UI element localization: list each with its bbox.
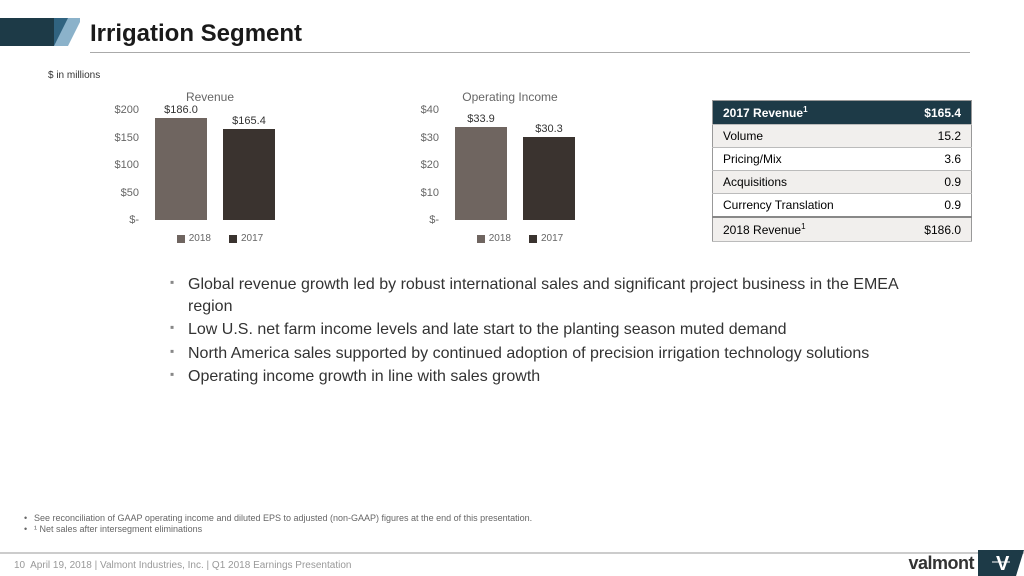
footnote-line: ¹ Net sales after intersegment eliminati… (22, 524, 532, 536)
chart-title: Revenue (95, 90, 325, 104)
legend-label: 2018 (189, 233, 211, 244)
bridge-row: Currency Translation0.9 (713, 194, 972, 218)
bullet-item: Low U.S. net farm income levels and late… (170, 319, 930, 341)
bar-value-label: $165.4 (232, 115, 266, 127)
y-axis: $200$150$100$50$- (95, 110, 145, 220)
y-tick-label: $10 (421, 187, 439, 199)
slide-footer: 10 April 19, 2018 | Valmont Industries, … (0, 552, 1024, 576)
legend-item: 2018 (177, 233, 211, 244)
y-axis: $40$30$20$10$- (395, 110, 445, 220)
svg-text:V: V (996, 553, 1010, 575)
page-title: Irrigation Segment (90, 20, 302, 48)
bridge-header-value: $165.4 (893, 101, 972, 125)
bridge-row-label: Acquisitions (713, 171, 893, 194)
y-tick-label: $- (129, 214, 139, 226)
bar-value-label: $33.9 (467, 113, 495, 125)
bullet-item: North America sales supported by continu… (170, 343, 930, 365)
bar-chart: Operating Income$40 $30 $20 $10 $- $33.9 $30.3… (395, 90, 625, 240)
y-tick-label: $200 (115, 104, 139, 116)
bar-value-label: $30.3 (535, 123, 563, 135)
bar-chart: Revenue$200$150$100$50$-$186.0$165.42018… (95, 90, 325, 240)
legend-label: 2017 (241, 233, 263, 244)
chart-legend: 2018 2017 (445, 233, 595, 244)
accent-shape (0, 18, 80, 46)
bar: $33.9 (455, 113, 507, 220)
y-tick-label: $100 (115, 159, 139, 171)
bridge-row-value: 0.9 (893, 194, 972, 218)
y-tick-label: $40 (421, 104, 439, 116)
company-logo: valmont V (908, 550, 1024, 576)
footnotes: See reconciliation of GAAP operating inc… (22, 513, 532, 536)
y-tick-label: $50 (121, 187, 139, 199)
legend-swatch (177, 235, 185, 243)
logo-v-icon: V (978, 550, 1024, 576)
legend-swatch (477, 235, 485, 243)
bridge-row-label: Volume (713, 125, 893, 148)
bridge-header-row: 2017 Revenue1 $165.4 (713, 101, 972, 125)
bridge-row: Pricing/Mix3.6 (713, 148, 972, 171)
bar-rect (223, 129, 275, 220)
chart-legend: 2018 2017 (145, 233, 295, 244)
footer-text: 10 April 19, 2018 | Valmont Industries, … (0, 560, 351, 571)
bar: $186.0 (155, 104, 207, 220)
legend-label: 2018 (489, 233, 511, 244)
bar-rect (523, 137, 575, 220)
y-tick-label: $20 (421, 159, 439, 171)
bullet-item: Global revenue growth led by robust inte… (170, 274, 930, 317)
y-tick-label: $30 (421, 132, 439, 144)
bridge-row-value: 0.9 (893, 171, 972, 194)
bar-value-label: $186.0 (164, 104, 198, 116)
bridge-footer-label: 2018 Revenue (723, 223, 801, 237)
legend-item: 2018 (477, 233, 511, 244)
legend-swatch (529, 235, 537, 243)
legend-swatch (229, 235, 237, 243)
bridge-header-label: 2017 Revenue (723, 106, 803, 120)
revenue-bridge-table: 2017 Revenue1 $165.4 Volume15.2Pricing/M… (712, 100, 972, 242)
bar: $30.3 (523, 123, 575, 220)
chart-title: Operating Income (395, 90, 625, 104)
bridge-row: Volume15.2 (713, 125, 972, 148)
bullet-item: Operating income growth in line with sal… (170, 366, 930, 388)
y-tick-label: $150 (115, 132, 139, 144)
y-tick-label: $- (429, 214, 439, 226)
legend-item: 2017 (529, 233, 563, 244)
bar-rect (155, 118, 207, 220)
legend-label: 2017 (541, 233, 563, 244)
title-divider (90, 52, 970, 53)
bridge-footer-row: 2018 Revenue1 $186.0 (713, 217, 972, 242)
bridge-row-value: 15.2 (893, 125, 972, 148)
bridge-row: Acquisitions0.9 (713, 171, 972, 194)
bridge-row-value: 3.6 (893, 148, 972, 171)
legend-item: 2017 (229, 233, 263, 244)
bridge-row-label: Currency Translation (713, 194, 893, 218)
bar-rect (455, 127, 507, 220)
bridge-row-label: Pricing/Mix (713, 148, 893, 171)
footnote-line: See reconciliation of GAAP operating inc… (22, 513, 532, 525)
units-label: $ in millions (48, 70, 100, 81)
commentary-bullets: Global revenue growth led by robust inte… (170, 274, 930, 390)
bar: $165.4 (223, 115, 275, 220)
bridge-footer-value: $186.0 (893, 217, 972, 242)
